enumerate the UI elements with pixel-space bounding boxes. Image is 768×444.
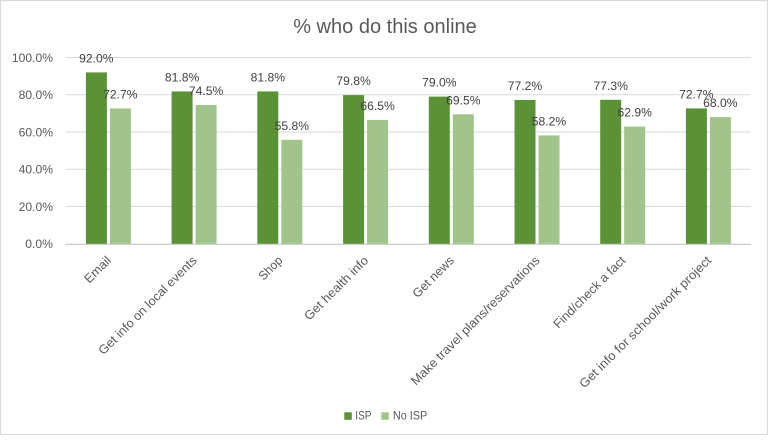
svg-text:0.0%: 0.0% xyxy=(25,237,53,251)
svg-text:20.0%: 20.0% xyxy=(19,200,54,214)
svg-text:74.5%: 74.5% xyxy=(189,84,224,98)
svg-text:77.3%: 77.3% xyxy=(594,79,629,93)
svg-text:100.0%: 100.0% xyxy=(12,51,53,65)
svg-text:72.7%: 72.7% xyxy=(679,87,714,101)
svg-text:77.2%: 77.2% xyxy=(508,79,543,93)
svg-text:ISP: ISP xyxy=(355,408,371,422)
svg-text:58.2%: 58.2% xyxy=(532,114,567,128)
svg-text:80.0%: 80.0% xyxy=(19,88,54,102)
svg-text:69.5%: 69.5% xyxy=(446,93,481,107)
svg-text:81.8%: 81.8% xyxy=(251,70,286,84)
svg-text:% who do this online: % who do this online xyxy=(293,16,477,38)
svg-text:92.0%: 92.0% xyxy=(79,51,114,65)
svg-text:55.8%: 55.8% xyxy=(275,119,310,133)
svg-text:72.7%: 72.7% xyxy=(103,87,138,101)
svg-text:66.5%: 66.5% xyxy=(360,99,395,113)
svg-text:62.9%: 62.9% xyxy=(618,106,653,120)
svg-text:68.0%: 68.0% xyxy=(703,96,738,110)
svg-text:81.8%: 81.8% xyxy=(165,70,200,84)
svg-text:No ISP: No ISP xyxy=(393,408,427,422)
svg-text:79.8%: 79.8% xyxy=(336,74,371,88)
svg-text:79.0%: 79.0% xyxy=(422,76,457,90)
svg-text:60.0%: 60.0% xyxy=(19,125,54,139)
svg-text:40.0%: 40.0% xyxy=(19,163,54,177)
